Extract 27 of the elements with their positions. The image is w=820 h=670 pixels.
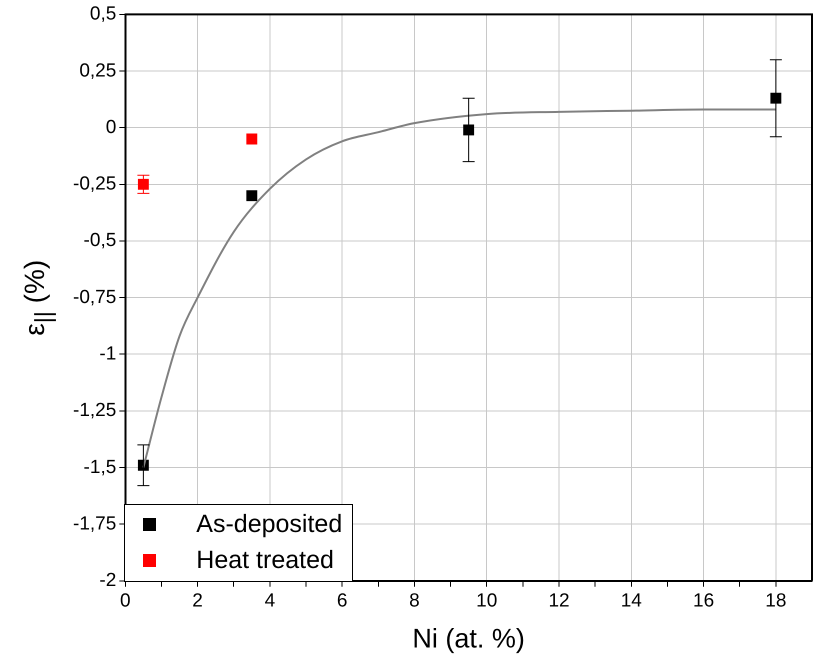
y-tick-label: 0,25 — [79, 60, 116, 82]
x-axis-title: Ni (at. %) — [412, 623, 525, 654]
y-tick-label: -1 — [99, 343, 116, 364]
y-tick-label: -2 — [99, 570, 116, 592]
x-tick-label: 8 — [409, 590, 420, 612]
x-tick-label: 6 — [336, 590, 348, 612]
y-tick-label: -0,75 — [72, 286, 116, 308]
y-tick-label: -1,25 — [72, 400, 116, 422]
x-tick-label: 14 — [620, 590, 642, 612]
x-tick-label: 0 — [120, 590, 131, 612]
x-tick-label: 2 — [192, 590, 203, 612]
y-tick-label: 0 — [106, 116, 116, 138]
legend-label: Heat treated — [196, 546, 334, 576]
point — [246, 190, 258, 202]
x-tick-label: 10 — [476, 590, 498, 612]
y-tick-label: -0,5 — [84, 230, 116, 252]
y-tick-label: -1,5 — [84, 456, 116, 478]
y-tick-label: 0,5 — [90, 4, 116, 25]
x-tick-label: 16 — [693, 590, 714, 612]
y-tick-label: -1,75 — [72, 513, 116, 534]
point — [463, 124, 474, 136]
x-tick-label: 4 — [264, 590, 276, 612]
x-tick-label: 12 — [548, 590, 570, 612]
y-tick-label: -0,25 — [72, 174, 116, 195]
legend-label: As-deposited — [196, 510, 342, 540]
x-tick-label: 18 — [765, 590, 786, 612]
point — [246, 134, 258, 144]
